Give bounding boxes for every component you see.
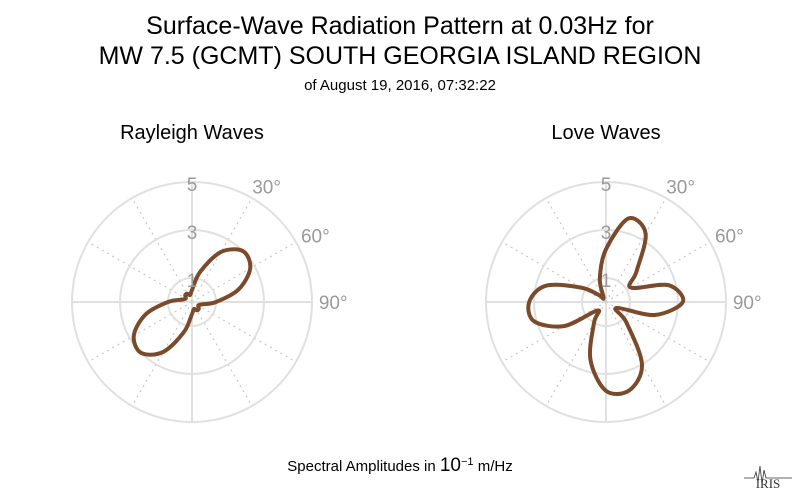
angle-tick-label: 60° [715, 226, 744, 247]
radial-tick-label: 5 [601, 175, 612, 196]
radiation-pattern-curve [131, 247, 253, 357]
angle-gridline [191, 241, 297, 303]
radial-tick-label: 5 [187, 175, 198, 196]
angle-gridline [605, 241, 711, 303]
angle-gridline [501, 301, 607, 363]
iris-logo: IRIS [744, 465, 792, 490]
logo-text: IRIS [756, 476, 781, 490]
radial-gridline [485, 181, 727, 423]
angle-gridline [191, 301, 253, 407]
radial-tick-label: 1 [601, 271, 612, 292]
angle-gridline [605, 301, 711, 363]
angle-tick-label: 30° [252, 178, 281, 199]
units-suffix: m/Hz [473, 458, 513, 475]
angle-tick-label: 90° [733, 293, 762, 314]
chart-title-line1: Surface-Wave Radiation Pattern at 0.03Hz… [146, 12, 654, 40]
radial-tick-label: 1 [187, 271, 198, 292]
panel-title: Rayleigh Waves [120, 122, 264, 144]
units-exponent: −1 [461, 456, 474, 468]
angle-gridline [87, 301, 193, 363]
angle-gridline [87, 241, 193, 303]
radial-tick-label: 3 [601, 223, 612, 244]
radial-gridline [119, 229, 265, 375]
radial-tick-label: 3 [187, 223, 198, 244]
units-prefix: Spectral Amplitudes in [287, 458, 440, 475]
units-base: 10 [439, 455, 461, 476]
angle-gridline [131, 197, 193, 303]
angle-tick-label: 30° [666, 178, 695, 199]
angle-gridline [605, 197, 667, 303]
radial-gridline [71, 181, 313, 423]
radial-gridline [581, 277, 631, 327]
angle-tick-label: 60° [301, 226, 330, 247]
radial-gridline [533, 229, 679, 375]
radiation-pattern-curve [526, 216, 686, 396]
units-caption: Spectral Amplitudes in 10−1 m/Hz [0, 455, 800, 477]
chart-subtitle-date: of August 19, 2016, 07:32:22 [304, 77, 496, 94]
angle-tick-label: 90° [319, 293, 348, 314]
angle-gridline [191, 301, 297, 363]
chart-title-line2: MW 7.5 (GCMT) SOUTH GEORGIA ISLAND REGIO… [98, 42, 702, 70]
angle-gridline [545, 197, 607, 303]
panel-title: Love Waves [551, 122, 660, 144]
angle-gridline [605, 301, 667, 407]
